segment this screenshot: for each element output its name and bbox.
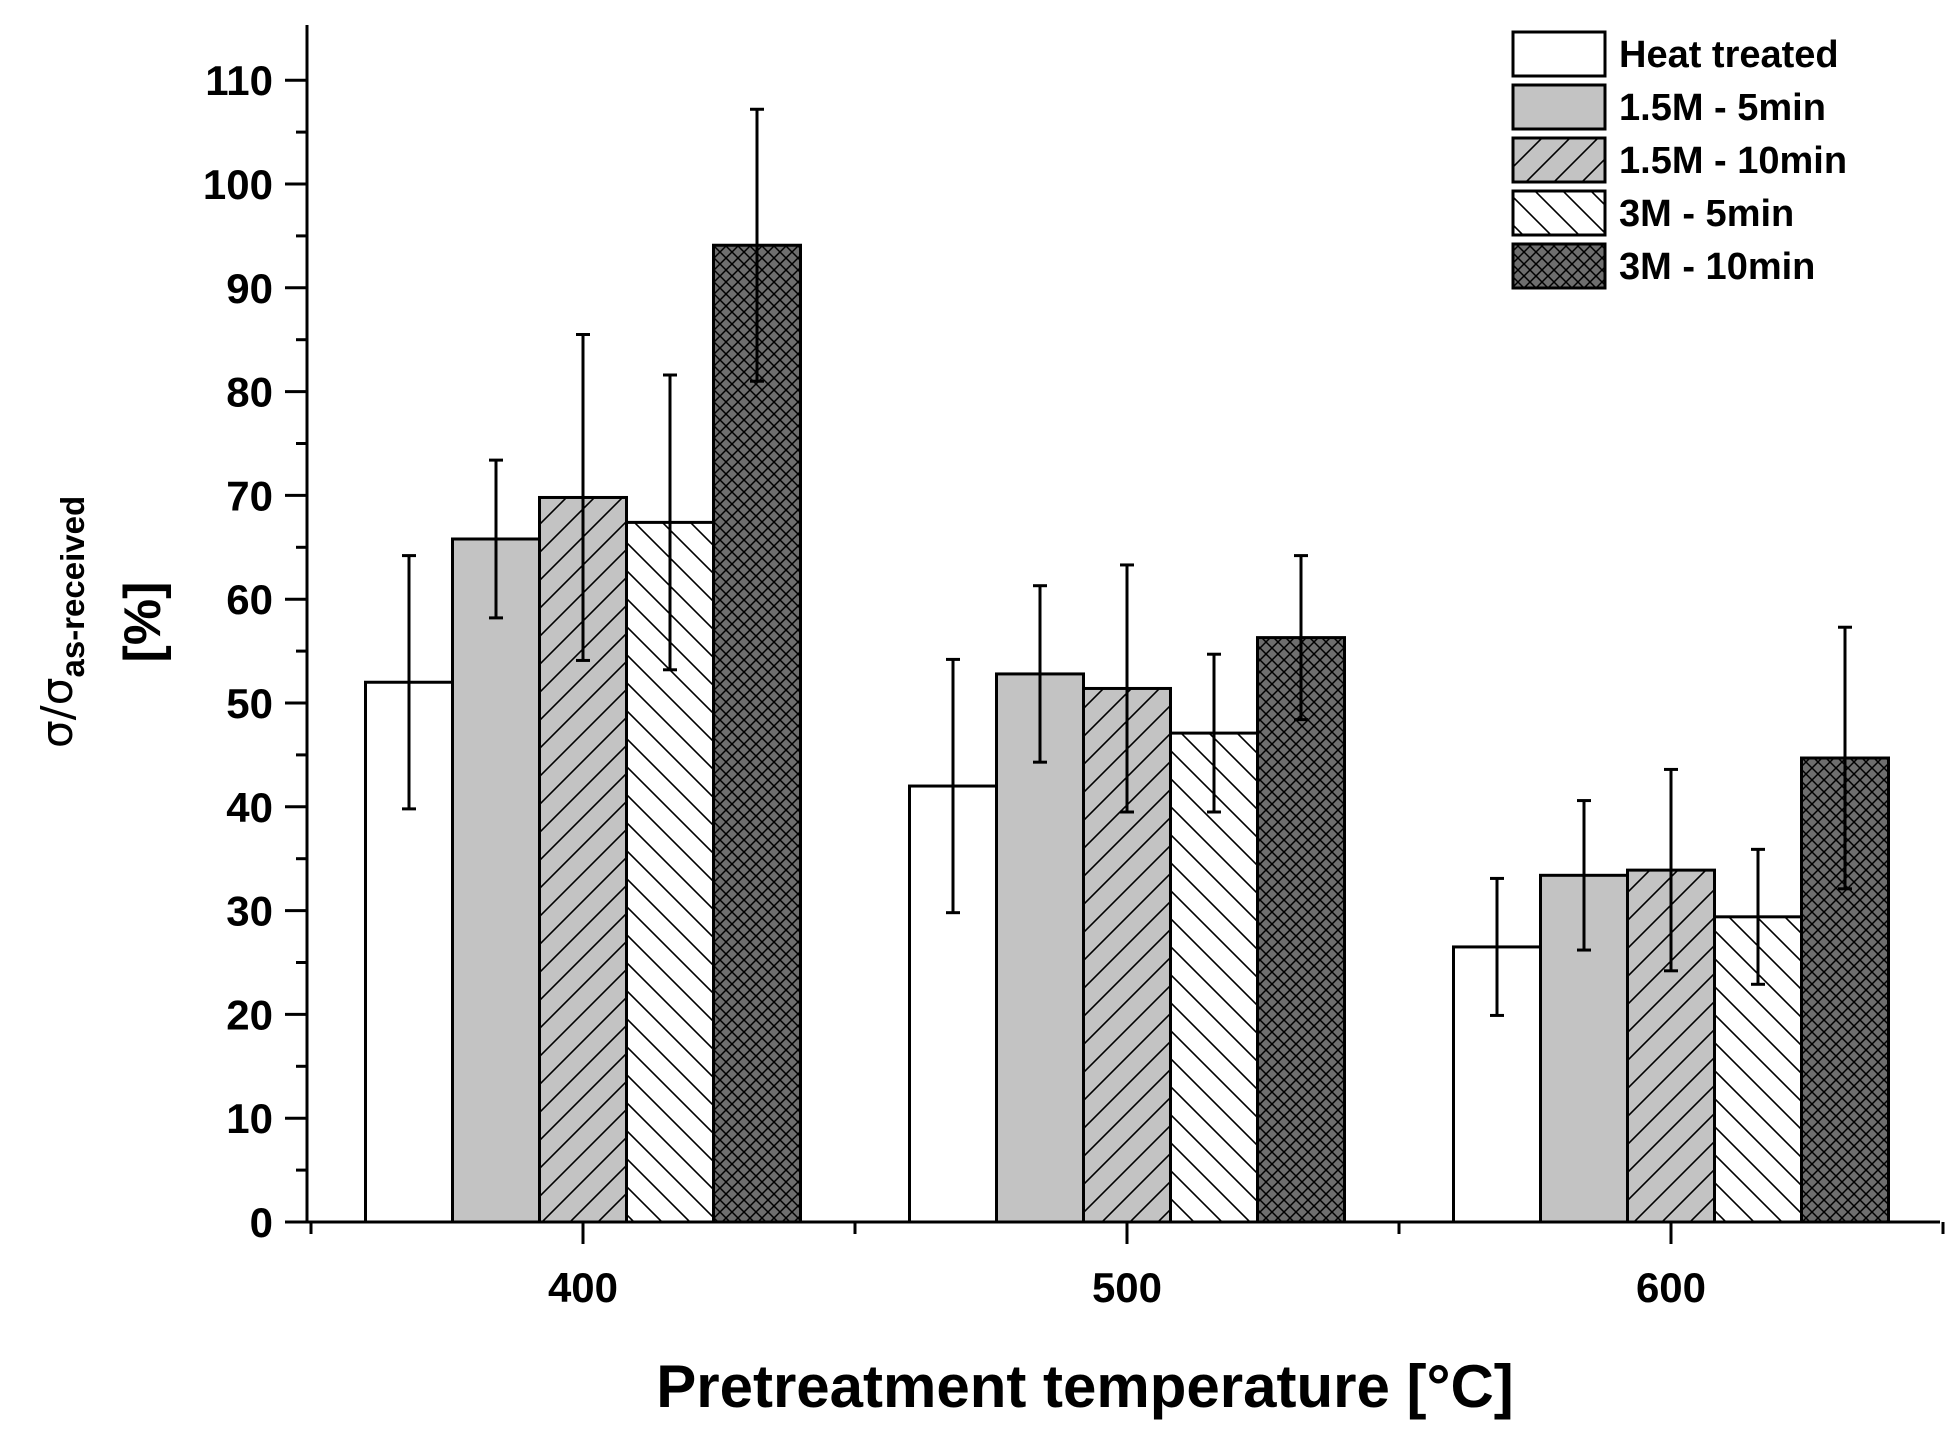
legend-swatch [1511, 83, 1607, 131]
y-tick-label: 60 [226, 576, 273, 623]
legend-label: 3M - 10min [1619, 246, 1815, 288]
error-bar [1664, 767, 1678, 973]
legend-swatch [1511, 242, 1607, 290]
error-bar [402, 554, 416, 811]
y-tick-label: 50 [226, 680, 273, 727]
x-axis-title: Pretreatment temperature [°C] [656, 1353, 1514, 1420]
bars [364, 243, 1890, 1224]
legend-swatch [1511, 189, 1607, 237]
bar [712, 243, 802, 1224]
error-bar [1207, 652, 1221, 814]
error-bar [576, 333, 590, 662]
error-bar [1838, 625, 1852, 891]
y-axis-title-subscript: as-received [54, 496, 91, 678]
error-bars [402, 107, 1852, 1017]
error-bar [1577, 799, 1591, 952]
y-tick-label: 70 [226, 472, 273, 519]
error-bar [489, 458, 503, 620]
x-axis: 400 500 600 [285, 1220, 1945, 1311]
x-tick-label: 400 [548, 1264, 618, 1311]
y-tick-label: 100 [203, 161, 273, 208]
y-tick-label: 20 [226, 991, 273, 1038]
y-tick-label: 80 [226, 369, 273, 416]
bar [451, 537, 541, 1224]
y-tick-label: 110 [205, 57, 273, 104]
legend-label: 3M - 5min [1619, 193, 1794, 235]
error-bar [1120, 563, 1134, 814]
error-bar [1751, 847, 1765, 986]
legend-entry: 3M - 10min [1511, 242, 1815, 290]
legend-label: 1.5M - 5min [1619, 87, 1826, 129]
legend-label: 1.5M - 10min [1619, 140, 1847, 182]
x-tick-label: 500 [1092, 1264, 1162, 1311]
error-bar [750, 107, 764, 383]
error-bar [1294, 554, 1308, 722]
x-ticks: 400 500 600 [309, 1222, 1945, 1311]
error-bar [946, 657, 960, 915]
x-tick-label: 600 [1636, 1264, 1706, 1311]
y-ticks: 0 10 20 30 40 50 60 70 80 90 100 110 [203, 57, 307, 1246]
y-tick-label: 30 [226, 888, 273, 935]
y-axis-title-symbol-line: σ/σas-received [32, 496, 91, 748]
y-tick-label: 0 [250, 1199, 273, 1246]
y-axis-title: σ/σas-received [%] [32, 496, 172, 748]
legend-swatch [1511, 136, 1607, 184]
legend-entry: 3M - 5min [1511, 189, 1794, 237]
legend-label: Heat treated [1619, 34, 1839, 76]
y-axis-title-symbol: σ/σ [32, 678, 83, 749]
y-axis: 0 10 20 30 40 50 60 70 80 90 100 110 [203, 25, 309, 1246]
y-tick-label: 10 [226, 1095, 273, 1142]
y-tick-label: 90 [226, 265, 273, 312]
error-bar [663, 373, 677, 672]
legend-entry: 1.5M - 5min [1511, 83, 1826, 131]
error-bar [1490, 876, 1504, 1017]
legend-entry: Heat treated [1511, 30, 1839, 78]
legend-entry: 1.5M - 10min [1511, 136, 1847, 184]
y-axis-title-unit: [%] [114, 582, 172, 663]
bar [995, 672, 1085, 1224]
y-tick-label: 40 [226, 784, 273, 831]
legend: Heat treated 1.5M - 5min 1.5M - 10min 3M - … [1511, 30, 1847, 290]
error-bar [1033, 584, 1047, 764]
bar [1256, 636, 1346, 1224]
legend-swatch [1511, 30, 1607, 78]
